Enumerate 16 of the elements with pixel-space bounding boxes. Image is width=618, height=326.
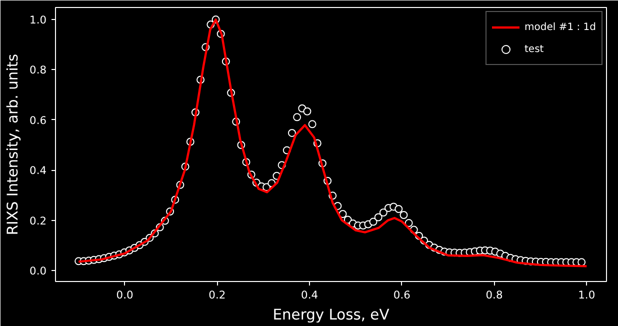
y-tick-label: 0.4 xyxy=(30,164,47,178)
legend-label: model #1 : 1d xyxy=(524,21,596,33)
y-tick-label: 0.8 xyxy=(30,64,47,77)
y-tick-label: 0.6 xyxy=(30,114,47,127)
x-tick-label: 1.0 xyxy=(578,288,596,302)
x-tick-label: 0.0 xyxy=(116,288,134,302)
x-axis-title: Energy Loss, eV xyxy=(272,306,390,324)
y-tick-label: 0.2 xyxy=(30,214,47,228)
x-tick-label: 0.4 xyxy=(301,288,318,302)
x-tick-label: 0.8 xyxy=(486,288,503,302)
y-axis-title: RIXS Intensity, arb. units xyxy=(4,54,22,236)
y-tick-label: 0.0 xyxy=(30,264,47,278)
legend-label: test xyxy=(524,43,544,55)
x-tick-label: 0.6 xyxy=(393,288,411,302)
y-tick-label: 1.0 xyxy=(30,14,47,27)
x-tick-label: 0.2 xyxy=(208,288,226,302)
